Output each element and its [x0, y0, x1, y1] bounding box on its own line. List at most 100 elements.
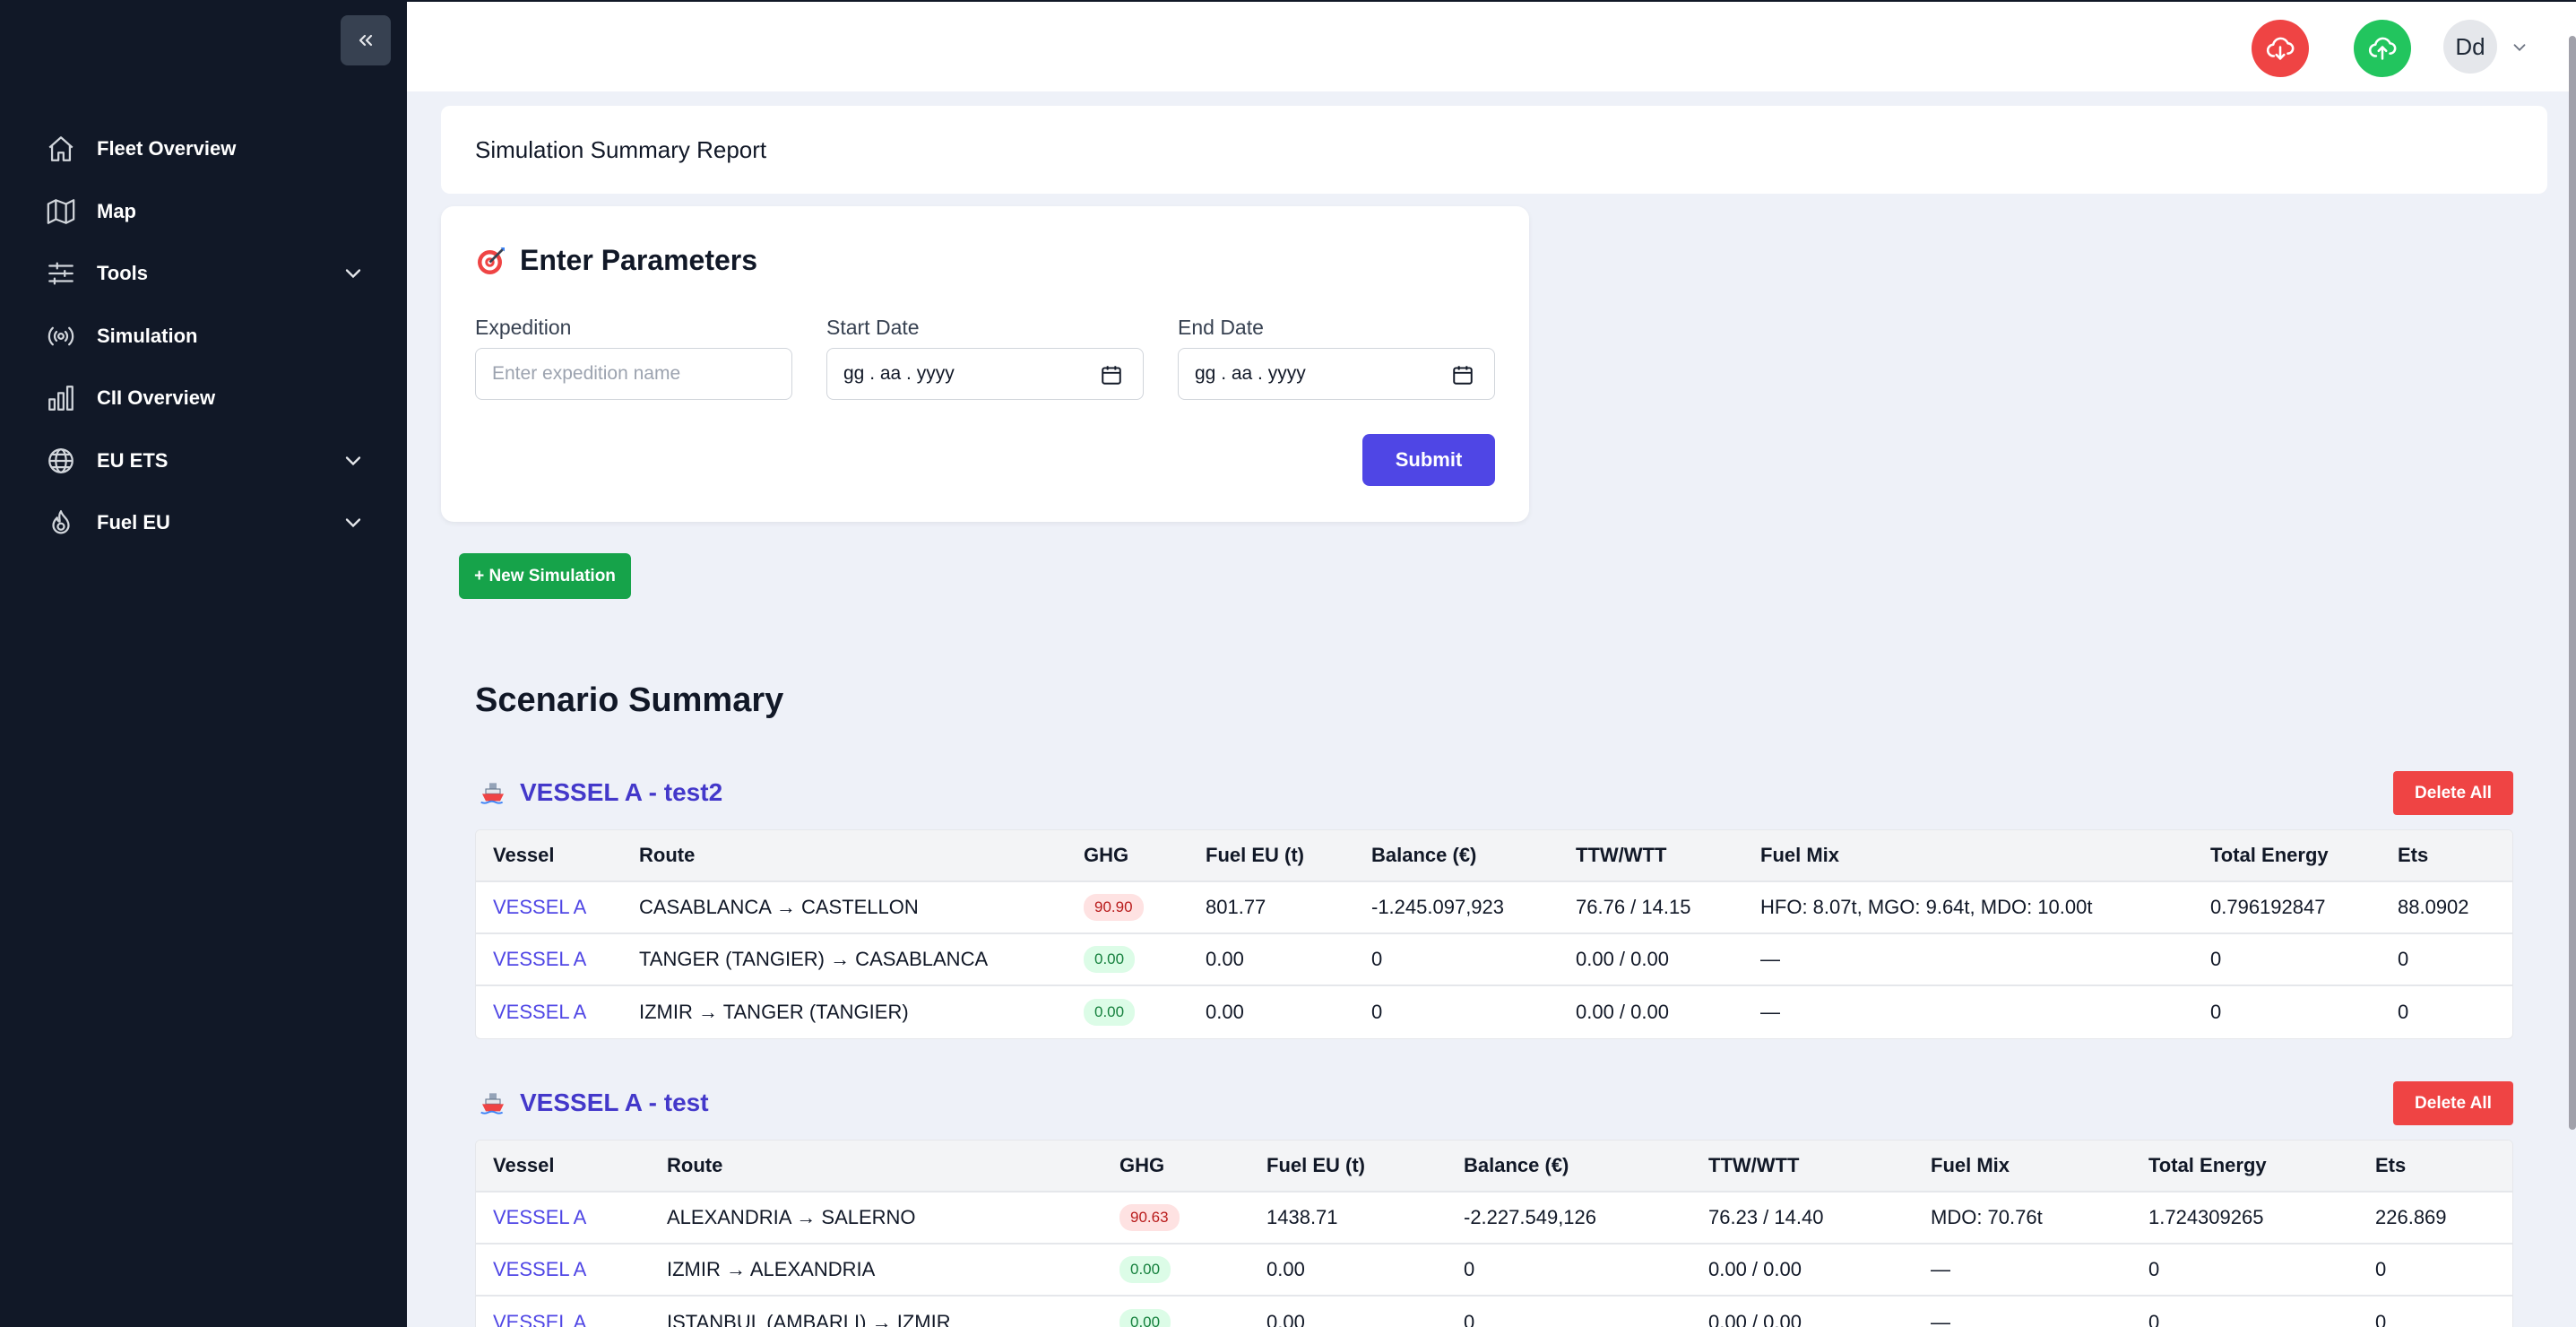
column-header: Fuel EU (t): [1266, 1154, 1365, 1176]
sidebar-item-map[interactable]: Map: [43, 186, 366, 237]
route-cell: TANGER (TANGIER) → CASABLANCA: [639, 948, 989, 970]
avatar[interactable]: Dd: [2443, 20, 2497, 74]
ghg-cell: 0.00: [1084, 986, 1136, 1038]
sidebar: Fleet Overview Map Tools Simulation CII …: [0, 0, 407, 1327]
column-header: Ets: [2375, 1154, 2407, 1176]
column-header: Balance (€): [1464, 1154, 1569, 1176]
vessel-link[interactable]: VESSEL A: [493, 1311, 587, 1327]
map-icon: [43, 194, 79, 230]
start-date-input[interactable]: gg . aa . yyyy: [826, 348, 1144, 400]
sidebar-item-eu-ets[interactable]: EU ETS: [43, 436, 366, 486]
sidebar-item-cii-overview[interactable]: CII Overview: [43, 373, 366, 423]
fuel-mix-cell: —: [1760, 1001, 1780, 1023]
column-header: Route: [639, 844, 696, 866]
submit-button[interactable]: Submit: [1362, 434, 1495, 486]
route-cell: CASABLANCA → CASTELLON: [639, 896, 919, 918]
total-energy-cell: 0: [2210, 1001, 2222, 1023]
fuel-eu-cell: 801.77: [1206, 896, 1266, 918]
group-title-text: VESSEL A - test2: [520, 778, 723, 806]
column-header: Ets: [2398, 844, 2429, 866]
expedition-input[interactable]: [492, 363, 775, 385]
ship-icon: [480, 783, 504, 804]
calendar-icon[interactable]: [1451, 363, 1474, 386]
expedition-label: Expedition: [475, 316, 572, 339]
route-cell: ALEXANDRIA → SALERNO: [667, 1206, 916, 1228]
vessel-link[interactable]: VESSEL A: [493, 948, 587, 970]
group-title: VESSEL A - test2: [479, 778, 722, 807]
vessel-link[interactable]: VESSEL A: [493, 896, 587, 918]
end-date-value: gg . aa . yyyy: [1195, 363, 1306, 384]
table-header-row: Vessel Route GHG Fuel EU (t) Balance (€)…: [476, 830, 2512, 882]
page-scrollbar[interactable]: [2569, 36, 2576, 1130]
delete-all-button[interactable]: Delete All: [2393, 771, 2513, 815]
table-header-row: Vessel Route GHG Fuel EU (t) Balance (€)…: [476, 1141, 2512, 1193]
ghg-cell: 90.90: [1084, 882, 1144, 932]
collapse-sidebar-button[interactable]: [341, 15, 391, 65]
ghg-cell: 0.00: [1119, 1245, 1171, 1295]
ttw-wtt-cell: 76.23 / 14.40: [1708, 1206, 1824, 1228]
fuel-mix-cell: —: [1931, 1311, 1950, 1327]
chevron-down-icon: [345, 456, 361, 466]
scenario-table: Vessel Route GHG Fuel EU (t) Balance (€)…: [475, 1140, 2513, 1327]
cloud-download-button[interactable]: [2252, 20, 2309, 77]
sidebar-item-fuel-eu[interactable]: Fuel EU: [43, 498, 366, 548]
end-date-input[interactable]: gg . aa . yyyy: [1178, 348, 1495, 400]
ets-cell: 0: [2398, 1001, 2409, 1023]
ttw-wtt-cell: 0.00 / 0.00: [1576, 1001, 1669, 1023]
parameters-card: Enter Parameters Expedition Start Date g…: [441, 206, 1529, 522]
avatar-initials: Dd: [2455, 32, 2485, 60]
column-header: Balance (€): [1371, 844, 1477, 866]
ghg-cell: 0.00: [1084, 934, 1136, 984]
column-header: Total Energy: [2210, 844, 2329, 866]
page-title-card: Simulation Summary Report: [441, 106, 2547, 194]
chevron-down-icon[interactable]: [2510, 38, 2529, 57]
balance-cell: 0: [1464, 1311, 1475, 1327]
ets-cell: 88.0902: [2398, 896, 2469, 918]
sidebar-item-simulation[interactable]: Simulation: [43, 311, 366, 361]
fuel-mix-cell: —: [1760, 948, 1780, 970]
fuel-eu-cell: 1438.71: [1266, 1206, 1338, 1228]
column-header: Fuel Mix: [1931, 1154, 2010, 1176]
ship-icon: [480, 1093, 504, 1115]
chevron-down-icon: [345, 518, 361, 528]
total-energy-cell: 0: [2148, 1311, 2160, 1327]
ets-cell: 0: [2375, 1258, 2387, 1280]
cloud-upload-icon: [2368, 37, 2397, 60]
table-row: VESSEL A IZMIR → ALEXANDRIA 0.00 0.00 0 …: [476, 1245, 2512, 1297]
bar-chart-icon: [43, 380, 79, 416]
ghg-cell: 0.00: [1119, 1297, 1171, 1327]
sidebar-item-label: Simulation: [97, 325, 198, 347]
cloud-upload-button[interactable]: [2354, 20, 2411, 77]
vessel-link[interactable]: VESSEL A: [493, 1258, 587, 1280]
column-header: Vessel: [493, 1154, 555, 1176]
calendar-icon[interactable]: [1100, 363, 1123, 386]
flame-icon: [43, 505, 79, 541]
new-simulation-button[interactable]: + New Simulation: [459, 553, 631, 599]
delete-all-button[interactable]: Delete All: [2393, 1081, 2513, 1125]
fuel-eu-cell: 0.00: [1206, 1001, 1244, 1023]
end-date-label: End Date: [1178, 316, 1264, 339]
vessel-link[interactable]: VESSEL A: [493, 1001, 587, 1023]
sidebar-item-label: Fuel EU: [97, 511, 170, 533]
start-date-label: Start Date: [826, 316, 920, 339]
chevron-down-icon: [345, 269, 361, 279]
sidebar-item-fleet-overview[interactable]: Fleet Overview: [43, 124, 366, 174]
home-icon: [43, 131, 79, 167]
balance-cell: -2.227.549,126: [1464, 1206, 1597, 1228]
start-date-value: gg . aa . yyyy: [843, 363, 955, 384]
vessel-link[interactable]: VESSEL A: [493, 1206, 587, 1228]
balance-cell: -1.245.097,923: [1371, 896, 1505, 918]
sidebar-item-label: Tools: [97, 262, 149, 284]
route-cell: IZMIR → TANGER (TANGIER): [639, 1001, 909, 1023]
column-header: Fuel EU (t): [1206, 844, 1304, 866]
fuel-mix-cell: MDO: 70.76t: [1931, 1206, 2043, 1228]
scenario-table: Vessel Route GHG Fuel EU (t) Balance (€)…: [475, 829, 2513, 1039]
ets-cell: 0: [2375, 1311, 2387, 1327]
sidebar-item-tools[interactable]: Tools: [43, 248, 366, 299]
ttw-wtt-cell: 76.76 / 14.15: [1576, 896, 1691, 918]
table-row: VESSEL A ALEXANDRIA → SALERNO 90.63 1438…: [476, 1193, 2512, 1245]
fuel-mix-cell: HFO: 8.07t, MGO: 9.64t, MDO: 10.00t: [1760, 896, 2093, 918]
ghg-badge: 0.00: [1084, 999, 1136, 1026]
parameters-title: Enter Parameters: [475, 244, 757, 277]
fuel-mix-cell: —: [1931, 1258, 1950, 1280]
